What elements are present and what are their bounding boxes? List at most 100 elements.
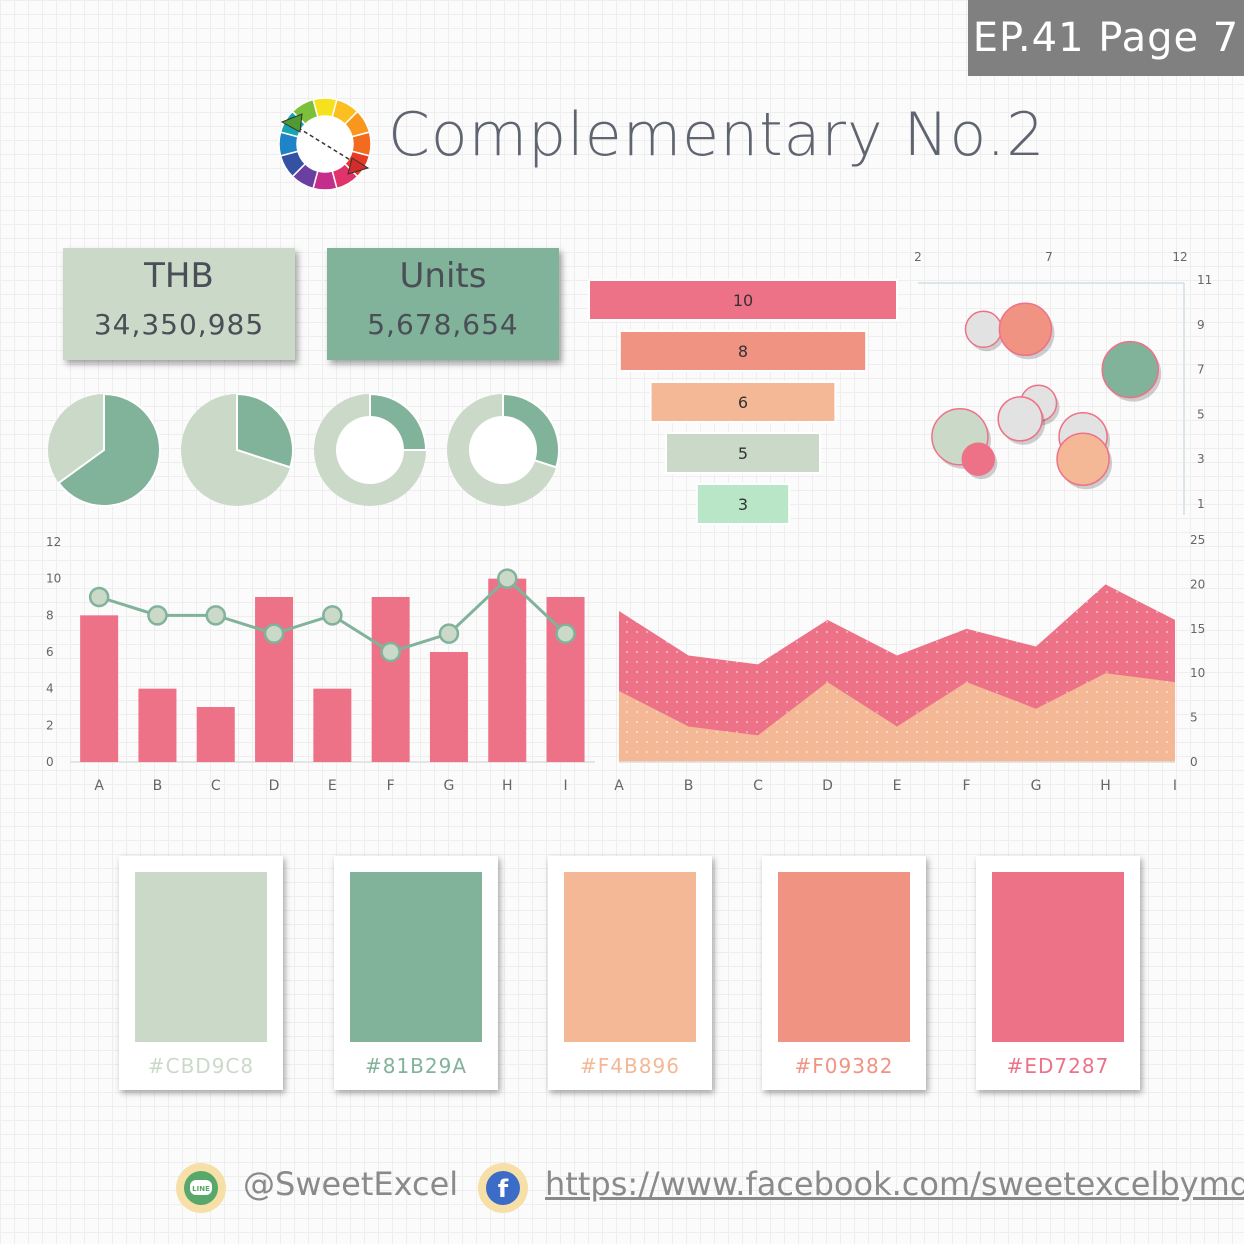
page-title: Complementary No.2 [388, 100, 1046, 170]
kpi-value: 5,678,654 [367, 308, 519, 341]
x-tick-label: E [893, 778, 902, 794]
line-marker [147, 605, 168, 626]
y-tick-label: 3 [1197, 452, 1205, 466]
line-marker [322, 605, 343, 626]
pie-chart [181, 392, 294, 506]
kpi-card-thb: THB 34,350,985 [63, 248, 295, 360]
pie-slice [236, 392, 294, 469]
funnel-label: 6 [738, 393, 748, 412]
x-tick-label: C [211, 778, 221, 794]
bar [196, 707, 235, 762]
line-app-icon[interactable]: LINE [176, 1163, 226, 1213]
bar [138, 688, 177, 762]
swatch-hex: #81B29A [364, 1054, 468, 1078]
x-tick-label: F [387, 778, 395, 794]
y-tick-label: 25 [1190, 533, 1205, 547]
swatch-hex: #F4B896 [580, 1054, 680, 1078]
swatch-card: #F09382 [762, 856, 926, 1090]
swatch-hex: #F09382 [794, 1054, 894, 1078]
y-tick-label: 12 [46, 535, 61, 549]
arrow-marker [280, 113, 303, 133]
swatch-card: #CBD9C8 [119, 856, 283, 1090]
bubble [961, 442, 996, 476]
funnel-label: 10 [733, 291, 753, 310]
facebook-link[interactable]: https://www.facebook.com/sweetexcelbymd/ [545, 1165, 1244, 1203]
facebook-icon[interactable]: f [478, 1163, 528, 1213]
y-tick-label: 1 [1197, 497, 1205, 511]
y-tick-label: 5 [1190, 711, 1198, 725]
episode-badge: EP.41 Page 7 [968, 0, 1244, 76]
line-marker [438, 623, 460, 644]
complement-line [291, 123, 361, 167]
funnel-bar [695, 483, 791, 525]
line-handle[interactable]: @SweetExcel [243, 1165, 459, 1203]
swatch-color [778, 872, 910, 1042]
line-marker [205, 605, 226, 626]
donut-chart [314, 392, 428, 506]
y-tick-label: 8 [46, 608, 54, 622]
funnel-label: 3 [738, 495, 748, 514]
donut-hole [469, 416, 537, 484]
bubble [964, 310, 1003, 349]
x-tick-label: H [1100, 778, 1111, 794]
color-wheel-icon [278, 97, 372, 191]
bubble [1056, 432, 1110, 486]
x-tick-label: I [563, 778, 567, 794]
funnel-bar [588, 279, 898, 321]
arrow-marker [347, 157, 370, 175]
funnel-bar [649, 381, 837, 423]
swatch-color [135, 872, 267, 1042]
x-tick-label: D [822, 778, 833, 794]
y-tick-label: 9 [1197, 318, 1205, 332]
line-marker [380, 641, 401, 663]
y-tick-label: 6 [46, 645, 54, 659]
bar [80, 615, 119, 762]
funnel-label: 5 [738, 444, 748, 463]
x-tick-label: F [962, 778, 970, 794]
funnel-bar [618, 330, 868, 372]
bar [488, 578, 527, 762]
x-tick-label: B [684, 778, 694, 794]
donut-chart [447, 392, 560, 506]
svg-text:f: f [498, 1175, 509, 1203]
bar [429, 652, 468, 762]
funnel-bar [665, 432, 821, 474]
swatch-color [992, 872, 1124, 1042]
y-tick-label: 0 [1190, 755, 1198, 769]
line-marker [263, 623, 285, 644]
y-tick-label: 2 [46, 718, 54, 732]
y-tick-label: 10 [1190, 666, 1205, 680]
bubble [1101, 340, 1159, 399]
bar [371, 597, 410, 762]
combo-chart: 12 10 8 6 4 2 0 A B C D E F G H I [46, 535, 595, 794]
x-tick-label: C [753, 778, 763, 794]
line-marker [497, 568, 518, 589]
x-tick-label: D [269, 778, 280, 794]
bubble [998, 302, 1053, 357]
pie-chart [48, 392, 161, 507]
pie-slice [57, 392, 161, 507]
swatch-hex: #CBD9C8 [147, 1054, 255, 1078]
x-tick-label: H [502, 778, 513, 794]
x-tick-label: A [614, 778, 624, 794]
funnel-label: 8 [738, 342, 748, 361]
y-tick-label: 11 [1197, 273, 1212, 287]
bar [313, 688, 352, 762]
x-tick-label: 7 [1045, 250, 1053, 264]
x-tick-label: A [94, 778, 104, 794]
x-tick-label: 2 [914, 250, 922, 264]
swatch-hex: #ED7287 [1006, 1054, 1110, 1078]
swatch-card: #ED7287 [976, 856, 1140, 1090]
y-tick-label: 7 [1197, 363, 1205, 377]
swatch-color [564, 872, 696, 1042]
x-tick-label: E [328, 778, 337, 794]
y-tick-label: 0 [46, 755, 54, 769]
pie-charts [48, 392, 560, 507]
area-chart: A B C D E F G H I 25 20 15 10 5 0 [614, 533, 1205, 794]
swatch-color [350, 872, 482, 1042]
x-tick-label: 12 [1172, 250, 1187, 264]
x-tick-label: G [1031, 778, 1042, 794]
swatch-card: #F4B896 [548, 856, 712, 1090]
bubble [997, 396, 1043, 442]
color-wheel-segment [291, 98, 319, 126]
